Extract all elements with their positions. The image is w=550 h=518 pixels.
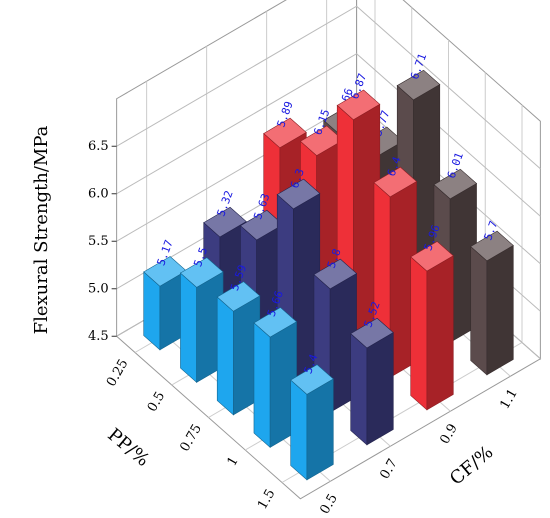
value-label: 5.7 [481, 219, 500, 242]
x-axis-title: PP/% [103, 424, 153, 471]
x-tick-label: 1 [225, 454, 242, 469]
bar [179, 257, 224, 384]
bar-face [410, 256, 428, 411]
y-tick-label: 0.7 [378, 457, 401, 482]
grid-line [116, 5, 541, 170]
value-label: 5.5 [191, 245, 210, 268]
x-tick-label: 0.75 [178, 422, 205, 455]
bar-top [216, 281, 261, 312]
bar [216, 281, 261, 416]
bar-face [290, 379, 308, 481]
bar-top [396, 69, 441, 101]
bar-top [276, 178, 321, 210]
bar-top [470, 230, 514, 262]
x-tick-label: 1.5 [255, 487, 278, 512]
bar-top [290, 364, 334, 395]
bar [470, 230, 514, 376]
z-tick-label: 6.0 [88, 186, 109, 201]
x-tick-label: 0.25 [104, 357, 131, 390]
bar [253, 307, 298, 449]
y-axis-title: CF/% [446, 442, 497, 490]
bar-face [216, 296, 234, 416]
y-tick-label: 1.1 [498, 387, 521, 412]
x-tick-label: 0.5 [145, 389, 168, 414]
bar-top [179, 257, 224, 288]
bar-face [253, 322, 271, 449]
bar [290, 364, 334, 481]
z-tick-label: 4.5 [88, 329, 109, 344]
bar [410, 241, 454, 411]
bar-top [373, 166, 418, 198]
z-tick-label: 5.0 [88, 281, 109, 296]
z-tick-label: 6.5 [88, 139, 109, 154]
value-label: 5.8 [325, 247, 344, 270]
bar-side [486, 244, 514, 376]
bar-top [350, 317, 394, 349]
bar-face [470, 245, 488, 376]
z-axis-title: Flexural Strength/MPa [31, 125, 52, 334]
bar-top [336, 89, 381, 121]
value-label: 6.3 [288, 167, 307, 190]
bar-face [350, 332, 368, 446]
bar [143, 256, 187, 351]
bar-side [426, 255, 454, 411]
bar-side [306, 378, 334, 481]
grid-line [116, 53, 541, 217]
bar-top [263, 117, 307, 149]
bar-top [253, 307, 298, 338]
bar-top [203, 206, 247, 238]
bar [350, 317, 394, 446]
z-tick-label: 5.5 [88, 234, 109, 249]
bar-top [433, 168, 478, 200]
bar-side [366, 332, 394, 446]
bar-face [180, 272, 197, 384]
bar-top [410, 241, 454, 272]
bar-top [313, 258, 358, 290]
y-tick-label: 0.5 [318, 492, 341, 517]
y-tick-label: 0.9 [438, 422, 461, 447]
